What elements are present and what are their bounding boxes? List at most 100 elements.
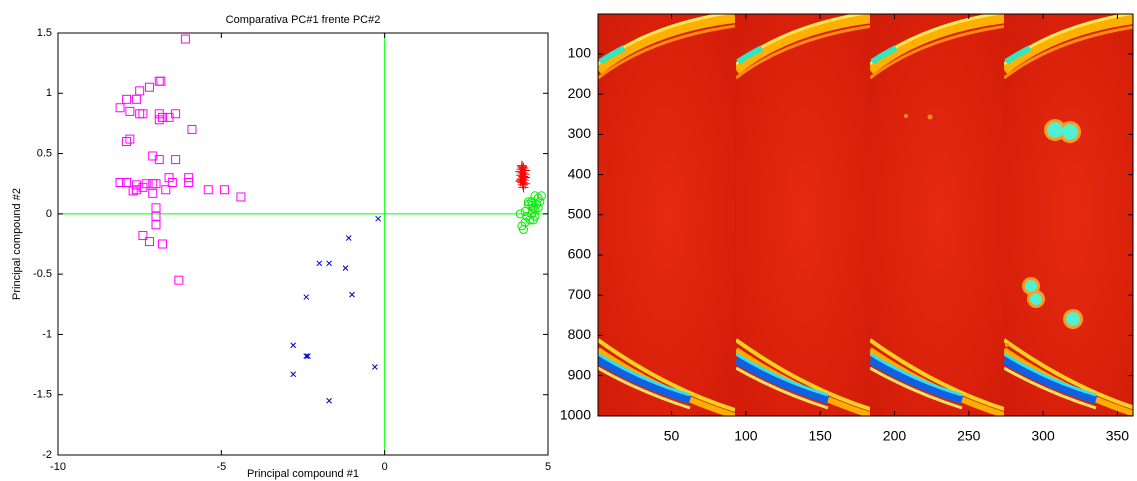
x-marker <box>290 342 297 349</box>
square-marker <box>154 155 164 165</box>
x-tick-label: 100 <box>734 428 758 444</box>
x-tick-label: -10 <box>50 461 66 473</box>
y-tick-label: -1 <box>42 328 52 340</box>
square-marker <box>184 178 194 188</box>
square-marker <box>135 86 145 96</box>
plus-marker <box>516 175 527 186</box>
square-marker <box>184 173 194 183</box>
x-tick-label: 150 <box>808 428 832 444</box>
y-axis-label: Principal compound #2 <box>11 188 23 300</box>
x-tick-label: 5 <box>545 461 551 473</box>
circle-marker <box>520 206 530 216</box>
x-marker <box>375 215 381 222</box>
square-marker <box>122 178 132 188</box>
square-marker <box>122 94 132 104</box>
square-marker <box>187 124 197 134</box>
x-marker <box>316 260 323 267</box>
plus-marker <box>518 182 529 193</box>
square-marker <box>151 203 161 213</box>
y-tick-label: 200 <box>568 85 592 101</box>
square-marker <box>236 192 246 202</box>
axes-box <box>57 32 549 456</box>
y-tick-label: -1.5 <box>33 389 52 401</box>
square-marker <box>125 134 135 144</box>
y-tick-label: 700 <box>568 286 592 302</box>
x-marker <box>303 294 310 300</box>
x-tick-label: 250 <box>957 428 981 444</box>
x-tick-label: -5 <box>216 461 226 473</box>
square-marker <box>171 155 181 165</box>
circle-marker <box>520 217 530 227</box>
circle-marker <box>530 211 540 221</box>
y-tick-label: -2 <box>42 449 52 461</box>
square-marker <box>151 220 161 230</box>
heatmap-image <box>598 14 1133 416</box>
y-tick-label: 500 <box>568 206 592 222</box>
x-tick-label: 50 <box>664 428 680 444</box>
square-marker <box>131 180 141 190</box>
square-marker <box>138 182 148 192</box>
y-tick-label: 800 <box>568 326 592 342</box>
square-marker <box>135 109 145 119</box>
x-marker <box>290 371 297 378</box>
y-tick-label: 0 <box>46 208 52 220</box>
square-marker <box>164 173 174 183</box>
square-marker <box>125 106 135 116</box>
square-marker <box>154 115 164 125</box>
x-marker <box>326 260 332 267</box>
y-tick-label: -0.5 <box>33 268 52 280</box>
x-marker <box>349 291 355 298</box>
square-marker <box>220 185 230 195</box>
square-marker <box>158 239 168 249</box>
x-marker <box>305 353 311 359</box>
square-marker <box>138 109 148 119</box>
y-tick-label: 100 <box>568 45 592 61</box>
x-axis-label: Principal compound #1 <box>247 468 359 480</box>
plus-marker <box>516 164 527 175</box>
square-marker <box>138 231 148 241</box>
chart-title: Comparativa PC#1 frente PC#2 <box>226 14 381 26</box>
square-marker <box>158 112 168 122</box>
y-tick-label: 900 <box>568 366 592 382</box>
circle-marker <box>515 209 525 219</box>
square-marker <box>171 109 181 119</box>
square-marker <box>151 179 161 189</box>
y-tick-label: 1 <box>46 87 52 99</box>
y-tick-label: 400 <box>568 165 592 181</box>
square-marker <box>203 185 213 195</box>
square-marker <box>180 34 190 44</box>
square-marker <box>115 178 125 188</box>
circle-marker <box>519 225 528 235</box>
plus-marker <box>517 161 528 172</box>
x-marker <box>372 364 378 370</box>
circle-marker <box>527 200 537 210</box>
square-marker <box>144 237 154 247</box>
square-marker <box>156 76 166 86</box>
x-marker <box>342 265 349 271</box>
y-tick-label: 300 <box>568 125 592 141</box>
circle-marker <box>536 191 546 201</box>
x-tick-label: 0 <box>382 461 388 473</box>
square-marker <box>144 82 154 92</box>
y-tick-label: 1.5 <box>37 27 52 39</box>
y-tick-label: 0.5 <box>37 147 52 159</box>
x-marker <box>345 235 352 241</box>
x-tick-label: 350 <box>1106 428 1130 444</box>
circle-marker <box>535 197 545 207</box>
square-marker <box>167 178 177 188</box>
square-marker <box>161 185 171 195</box>
x-tick-label: 200 <box>883 428 907 444</box>
square-marker <box>131 94 141 104</box>
square-marker <box>115 103 125 113</box>
y-tick-label: 1000 <box>560 407 591 423</box>
square-marker <box>122 137 132 147</box>
x-tick-label: 300 <box>1031 428 1055 444</box>
x-marker <box>326 397 332 404</box>
square-marker <box>131 185 141 195</box>
plus-marker <box>517 179 528 190</box>
square-marker <box>148 188 158 198</box>
y-tick-label: 600 <box>568 246 592 262</box>
square-marker <box>128 186 138 196</box>
x-marker <box>303 353 310 359</box>
